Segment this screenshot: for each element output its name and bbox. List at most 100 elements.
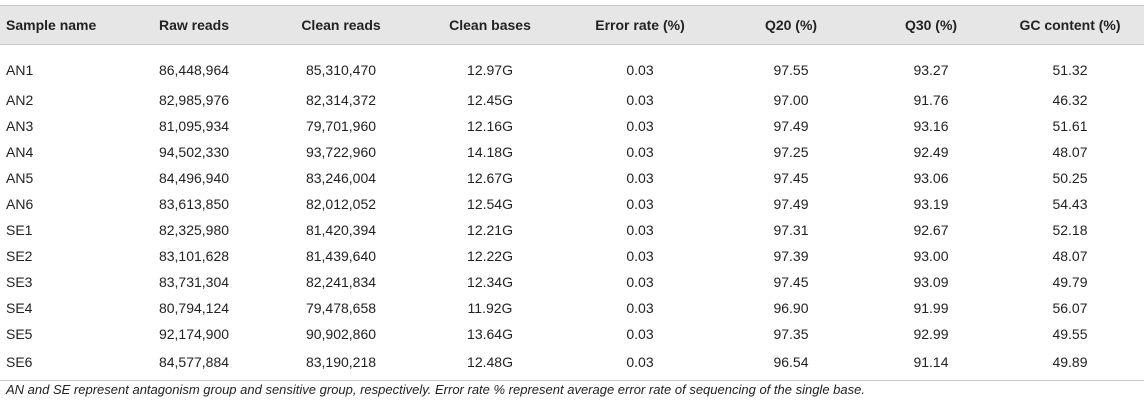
- table-row: SE4 80,794,124 79,478,658 11.92G 0.03 96.90 91…: [0, 295, 1144, 321]
- cell-q30: 91.14: [866, 347, 996, 381]
- cell-q30: 93.00: [913, 248, 949, 264]
- cell-error-rate: 0.03: [626, 118, 654, 134]
- cell-error-rate: 0.03: [626, 92, 654, 108]
- table-row: AN6 83,613,850 82,012,052 12.54G 0.03 97.49 93…: [0, 191, 1144, 217]
- cell-sample-name: AN3: [6, 118, 34, 134]
- header-q30: Q30 (%): [866, 5, 996, 45]
- table-row: SE3 83,731,304 82,241,834 12.34G 0.03 97.45 93…: [0, 269, 1144, 295]
- header-clean-bases: Clean bases: [416, 5, 564, 45]
- cell-sample-name: SE5: [6, 326, 33, 342]
- header-clean-reads: Clean reads: [266, 5, 416, 45]
- cell-error-rate: 0.03: [626, 170, 654, 186]
- cell-q20: 96.90: [773, 300, 809, 316]
- cell-raw-reads: 83,731,304: [158, 274, 230, 290]
- table-header: Sample name Raw reads Clean reads Clean …: [0, 5, 1144, 45]
- cell-q20: 97.49: [773, 118, 809, 134]
- cell-raw-reads: 83,101,628: [158, 248, 230, 264]
- cell-error-rate: 0.03: [626, 274, 654, 290]
- cell-clean-bases: 12.45G: [467, 92, 513, 108]
- cell-clean-reads: 83,190,218: [266, 347, 416, 381]
- cell-sample-name: AN4: [6, 144, 34, 160]
- cell-q30: 93.16: [913, 118, 949, 134]
- sequencing-stats-table: Sample name Raw reads Clean reads Clean …: [0, 5, 1144, 381]
- cell-q20: 97.25: [773, 144, 809, 160]
- cell-sample-name: SE3: [6, 274, 33, 290]
- cell-gc-content: 54.43: [1052, 196, 1088, 212]
- cell-clean-bases: 12.67G: [467, 170, 513, 186]
- cell-raw-reads: 83,613,850: [158, 196, 230, 212]
- cell-q20: 97.31: [773, 222, 809, 238]
- cell-gc-content: 51.61: [1052, 118, 1088, 134]
- cell-clean-bases: 12.16G: [467, 118, 513, 134]
- cell-gc-content: 50.25: [1052, 170, 1088, 186]
- table-footnote: AN and SE represent antagonism group and…: [6, 382, 865, 397]
- cell-sample-name: SE4: [6, 300, 33, 316]
- cell-error-rate: 0.03: [626, 61, 654, 78]
- cell-clean-bases: 12.97G: [467, 61, 513, 78]
- cell-gc-content: 49.79: [1052, 274, 1088, 290]
- cell-clean-reads: 93,722,960: [305, 144, 377, 160]
- cell-gc-content: 48.07: [1052, 248, 1088, 264]
- header-q20: Q20 (%): [716, 5, 866, 45]
- cell-q30: 93.09: [913, 274, 949, 290]
- cell-error-rate: 0.03: [626, 326, 654, 342]
- cell-sample-name: AN5: [6, 170, 34, 186]
- cell-q20: 97.45: [773, 274, 809, 290]
- cell-q20: 97.00: [773, 92, 809, 108]
- cell-raw-reads: 84,577,884: [122, 347, 266, 381]
- header-error-rate: Error rate (%): [564, 5, 716, 45]
- cell-raw-reads: 94,502,330: [158, 144, 230, 160]
- cell-raw-reads: 86,448,964: [158, 61, 230, 78]
- cell-q30: 91.99: [913, 300, 949, 316]
- cell-q30: 91.76: [913, 92, 949, 108]
- cell-clean-bases: 12.54G: [467, 196, 513, 212]
- cell-gc-content: 48.07: [1052, 144, 1088, 160]
- cell-sample-name: AN2: [6, 92, 34, 108]
- table-row: SE6 84,577,884 83,190,218 12.48G 0.03 96.54 91…: [0, 347, 1144, 381]
- cell-q30: 93.19: [913, 196, 949, 212]
- cell-clean-bases: 12.34G: [467, 274, 513, 290]
- table-row: AN1 86,448,964 85,310,470 12.97G 0.03 97.55 93…: [0, 45, 1144, 88]
- cell-q30: 92.67: [913, 222, 949, 238]
- table-row: SE2 83,101,628 81,439,640 12.22G 0.03 97.39 93…: [0, 243, 1144, 269]
- cell-q20: 97.39: [773, 248, 809, 264]
- cell-q30: 92.99: [913, 326, 949, 342]
- cell-sample-name: SE2: [6, 248, 33, 264]
- cell-clean-bases: 12.48G: [416, 347, 564, 381]
- table-body: AN1 86,448,964 85,310,470 12.97G 0.03 97.55 93…: [0, 45, 1144, 381]
- cell-raw-reads: 80,794,124: [158, 300, 230, 316]
- cell-sample-name: AN6: [6, 196, 34, 212]
- cell-q20: 97.45: [773, 170, 809, 186]
- header-raw-reads: Raw reads: [122, 5, 266, 45]
- cell-raw-reads: 81,095,934: [158, 118, 230, 134]
- cell-gc-content: 46.32: [1052, 92, 1088, 108]
- header-gc-content: GC content (%): [996, 5, 1144, 45]
- cell-error-rate: 0.03: [626, 222, 654, 238]
- cell-raw-reads: 84,496,940: [158, 170, 230, 186]
- cell-raw-reads: 92,174,900: [158, 326, 230, 342]
- cell-clean-bases: 14.18G: [467, 144, 513, 160]
- cell-clean-reads: 79,478,658: [305, 300, 377, 316]
- table-row: SE1 82,325,980 81,420,394 12.21G 0.03 97.31 92…: [0, 217, 1144, 243]
- cell-q30: 93.06: [913, 170, 949, 186]
- cell-clean-reads: 90,902,860: [305, 326, 377, 342]
- cell-clean-reads: 85,310,470: [305, 61, 377, 78]
- cell-sample-name: SE1: [6, 222, 33, 238]
- cell-error-rate: 0.03: [564, 347, 716, 381]
- cell-raw-reads: 82,325,980: [158, 222, 230, 238]
- cell-gc-content: 51.32: [1052, 61, 1088, 78]
- cell-sample-name: SE6: [0, 347, 122, 381]
- cell-q30: 92.49: [913, 144, 949, 160]
- cell-gc-content: 49.55: [1052, 326, 1088, 342]
- cell-clean-bases: 12.21G: [467, 222, 513, 238]
- table-row: AN5 84,496,940 83,246,004 12.67G 0.03 97.45 93…: [0, 165, 1144, 191]
- cell-clean-reads: 83,246,004: [305, 170, 377, 186]
- cell-error-rate: 0.03: [626, 300, 654, 316]
- table-row: AN4 94,502,330 93,722,960 14.18G 0.03 97.25 92…: [0, 139, 1144, 165]
- cell-q20: 96.54: [716, 347, 866, 381]
- cell-clean-bases: 11.92G: [467, 300, 513, 316]
- cell-gc-content: 56.07: [1052, 300, 1088, 316]
- cell-error-rate: 0.03: [626, 196, 654, 212]
- cell-sample-name: AN1: [6, 61, 34, 78]
